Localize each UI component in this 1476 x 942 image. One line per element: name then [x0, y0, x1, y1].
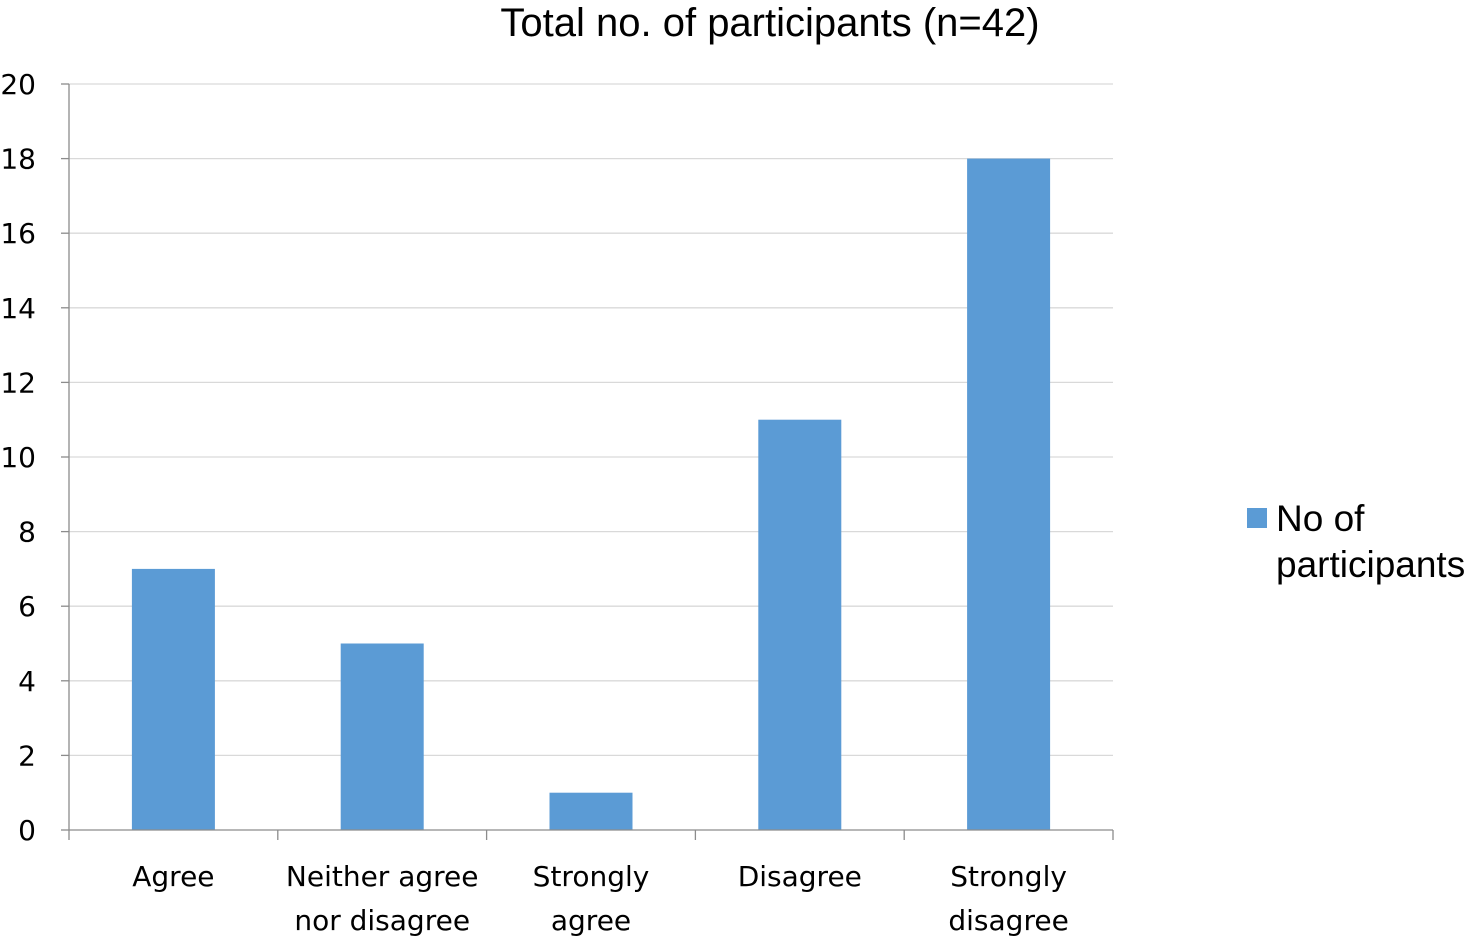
- x-category-label: Strongly: [533, 860, 650, 893]
- y-tick-label: 2: [18, 739, 36, 772]
- y-tick-label: 16: [0, 217, 36, 250]
- x-category-label: agree: [551, 904, 631, 937]
- bar: [340, 643, 424, 830]
- y-tick-label: 4: [18, 665, 36, 698]
- gridlines: [69, 83, 1113, 757]
- y-tick-label: 18: [0, 143, 36, 176]
- bars: [131, 158, 1051, 831]
- bar: [967, 158, 1051, 831]
- y-tick-label: 12: [0, 366, 36, 399]
- axes: [61, 83, 1114, 840]
- bar: [549, 792, 633, 830]
- x-axis-labels: Agree Neither agree nor disagree Strongly ag…: [132, 860, 1069, 937]
- bar: [758, 419, 842, 830]
- x-category-label: Strongly: [950, 860, 1067, 893]
- x-category-label: Disagree: [738, 860, 862, 893]
- y-tick-label: 10: [0, 441, 36, 474]
- y-tick-label: 14: [0, 292, 36, 325]
- y-axis-ticks: 0 2 4 6 8 10 12 14 16 18 20: [0, 68, 36, 847]
- x-category-label: nor disagree: [294, 904, 470, 937]
- legend-label: No of: [1276, 498, 1365, 539]
- x-category-label: Neither agree: [286, 860, 479, 893]
- y-tick-label: 6: [18, 590, 36, 623]
- chart-title: Total no. of participants (n=42): [500, 1, 1039, 45]
- y-tick-label: 0: [18, 814, 36, 847]
- legend-label: participants: [1276, 544, 1465, 585]
- x-category-label: disagree: [948, 904, 1068, 937]
- legend: No of participants: [1247, 498, 1465, 585]
- x-category-label: Agree: [132, 860, 214, 893]
- y-tick-label: 8: [18, 516, 36, 549]
- bar: [131, 568, 215, 830]
- legend-swatch: [1247, 508, 1267, 528]
- y-tick-label: 20: [0, 68, 36, 101]
